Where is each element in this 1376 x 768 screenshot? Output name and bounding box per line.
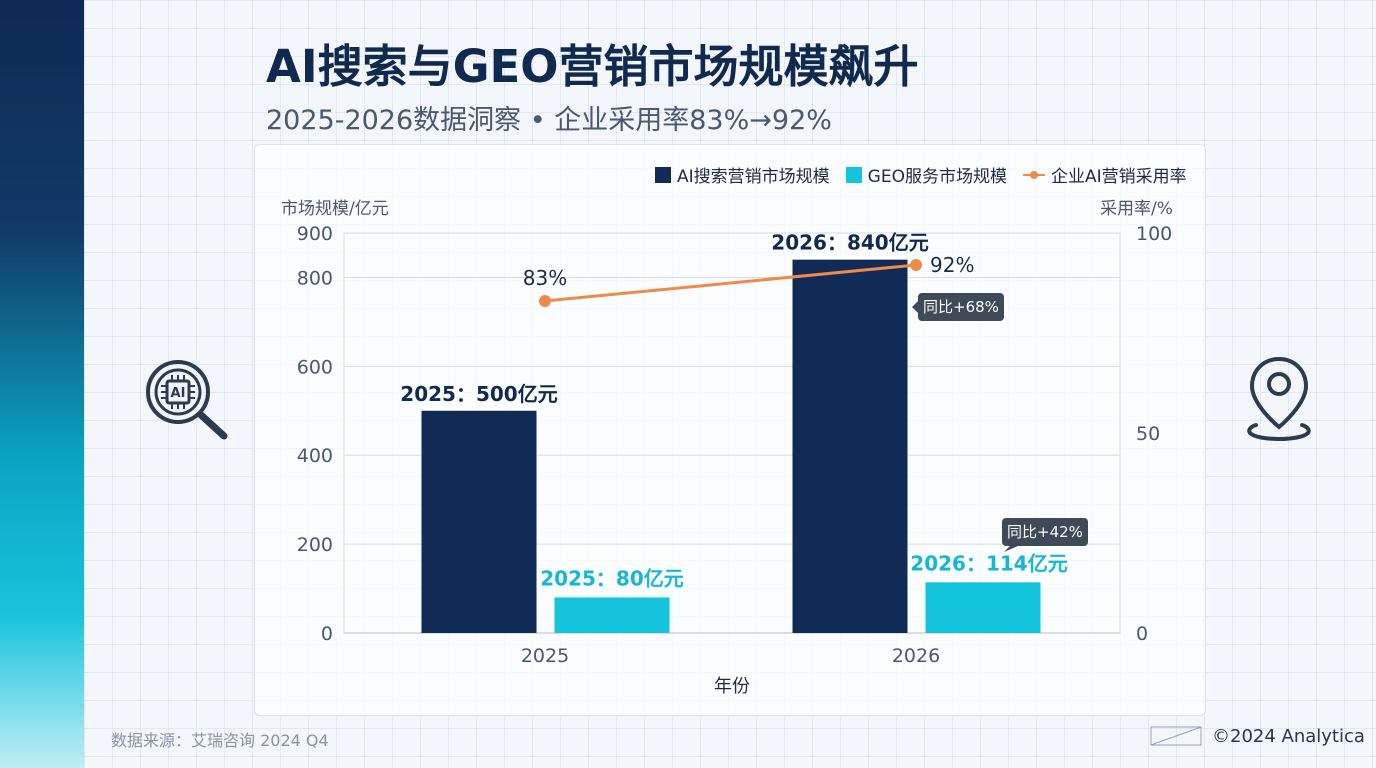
legend-label-adoption: 企业AI营销采用率	[1050, 167, 1187, 187]
y-axis-title-right: 采用率/%	[1100, 199, 1173, 219]
legend-label-ai-search: AI搜索营销市场规模	[677, 167, 830, 187]
y2-tick-label: 100	[1136, 223, 1172, 245]
y-tick-label: 0	[321, 623, 333, 645]
chart-legend: AI搜索营销市场规模 GEO服务市场规模 企业AI营销采用率	[655, 162, 1203, 187]
x-tick-label: 2025	[521, 645, 569, 667]
y2-tick-label: 0	[1136, 623, 1148, 645]
y-tick-label: 900	[297, 223, 333, 245]
callout-ai-search-growth-bg	[918, 293, 1004, 321]
x-tick-label: 2026	[892, 645, 940, 667]
logo-mark-icon	[1150, 726, 1202, 746]
chart-card	[254, 144, 1206, 716]
y-tick-label: 600	[297, 356, 333, 378]
legend-label-geo: GEO服务市场规模	[867, 167, 1007, 187]
page-title: AI搜索与GEO营销市场规模飙升	[266, 40, 919, 93]
y-axis-title-left: 市场规模/亿元	[281, 199, 389, 219]
callout-geo-growth-bg	[1002, 518, 1088, 546]
y-tick-label: 200	[297, 534, 333, 556]
adoption-data-label: 83%	[523, 266, 567, 290]
adoption-point-2025	[539, 295, 551, 307]
copyright-text: ©2024 Analytica	[1212, 726, 1365, 747]
legend-item-geo[interactable]: GEO服务市场规模	[845, 162, 1007, 187]
bar-geo-2026	[925, 582, 1041, 633]
y-tick-label: 400	[297, 445, 333, 467]
legend-item-adoption[interactable]: 企业AI营销采用率	[1022, 162, 1187, 187]
location-pin-icon	[1247, 356, 1311, 442]
ai-chip-magnifier-icon: AI	[146, 360, 228, 440]
y-tick-label: 800	[297, 267, 333, 289]
bar-data-label: 2026：840亿元	[771, 231, 928, 255]
callout-ai-search-growth: 同比+68%	[923, 298, 999, 316]
bar-data-label: 2026：114亿元	[910, 551, 1067, 575]
legend-swatch-geo	[845, 166, 862, 183]
data-source-note: 数据来源：艾瑞咨询 2024 Q4	[111, 731, 329, 750]
bar-ai-search-2025	[421, 410, 537, 633]
bar-data-label: 2025：80亿元	[540, 566, 684, 590]
adoption-point-2026	[910, 259, 922, 271]
side-gradient-band	[0, 0, 84, 768]
legend-swatch-ai-search	[655, 166, 671, 183]
bar-data-label: 2025：500亿元	[400, 382, 557, 406]
callout-ai-search-growth-pointer	[912, 301, 918, 313]
page-subtitle: 2025-2026数据洞察 • 企业采用率83%→92%	[266, 105, 832, 136]
adoption-line	[544, 263, 917, 303]
bar-geo-2025	[554, 597, 670, 633]
bar-ai-search-2026	[792, 259, 908, 633]
legend-swatch-adoption	[1022, 167, 1045, 183]
callout-geo-growth-pointer	[1004, 546, 1018, 552]
svg-text:AI: AI	[171, 386, 186, 401]
legend-item-ai-search[interactable]: AI搜索营销市场规模	[655, 162, 830, 187]
y2-tick-label: 50	[1136, 423, 1160, 445]
x-axis-title: 年份	[714, 676, 750, 697]
callout-geo-growth: 同比+42%	[1007, 523, 1083, 541]
adoption-data-label: 92%	[930, 253, 974, 277]
